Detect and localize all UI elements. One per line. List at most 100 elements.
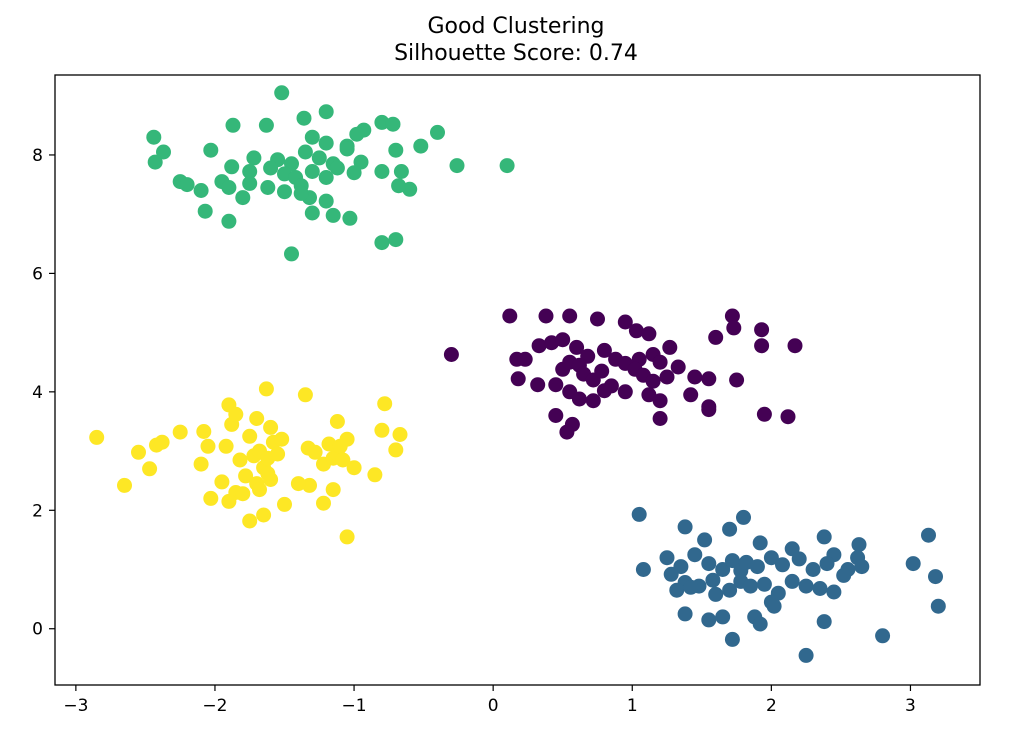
data-point-cluster-4-30 (297, 387, 313, 403)
x-tick-label: 1 (627, 696, 638, 716)
data-point-cluster-2-30 (635, 562, 651, 577)
data-point-cluster-4-60 (249, 411, 265, 426)
data-point-cluster-1-7 (641, 326, 657, 342)
data-point-cluster-4-56 (221, 493, 237, 509)
data-point-cluster-1-8 (724, 308, 740, 324)
data-point-cluster-4-53 (242, 513, 258, 529)
data-point-cluster-3-1 (274, 85, 290, 101)
data-point-cluster-4-2 (117, 477, 132, 493)
data-point-cluster-1-9 (726, 320, 742, 336)
data-point-cluster-1-19 (555, 332, 571, 348)
data-point-cluster-4-41 (316, 495, 331, 511)
data-point-cluster-3-56 (197, 203, 213, 219)
data-point-cluster-4-42 (325, 482, 341, 498)
data-point-cluster-4-26 (270, 446, 286, 462)
data-point-cluster-3-29 (147, 154, 163, 170)
data-point-cluster-1-50 (585, 393, 601, 409)
data-point-cluster-2-45 (928, 569, 943, 585)
data-point-cluster-2-23 (791, 551, 807, 567)
data-point-cluster-1-28 (662, 339, 678, 355)
x-tick-label: −3 (63, 696, 88, 716)
data-point-cluster-3-10 (349, 126, 365, 142)
data-point-cluster-4-3 (131, 444, 146, 460)
data-point-cluster-3-59 (342, 210, 358, 226)
data-point-cluster-2-60 (875, 628, 891, 644)
data-point-cluster-4-49 (367, 467, 383, 483)
data-point-cluster-3-50 (318, 193, 334, 209)
data-point-cluster-3-6 (258, 117, 274, 133)
data-point-cluster-4-12 (218, 438, 234, 454)
data-point-cluster-4-52 (256, 507, 272, 523)
data-point-cluster-4-11 (203, 490, 219, 506)
data-point-cluster-4-9 (196, 424, 212, 439)
data-point-cluster-4-46 (377, 396, 393, 412)
data-point-cluster-4-51 (290, 476, 306, 492)
data-point-cluster-4-32 (307, 444, 323, 460)
data-point-cluster-3-40 (393, 164, 409, 179)
data-point-cluster-1-47 (548, 377, 564, 393)
data-point-cluster-2-17 (724, 553, 740, 569)
data-point-cluster-2-56 (752, 616, 768, 632)
data-point-cluster-4-27 (274, 431, 290, 447)
data-point-cluster-4-40 (329, 414, 345, 429)
data-point-cluster-2-16 (715, 562, 731, 577)
data-point-cluster-4-55 (260, 466, 276, 482)
data-point-cluster-1-40 (594, 363, 610, 379)
data-point-cluster-3-36 (318, 170, 334, 185)
data-point-cluster-1-2 (538, 308, 554, 324)
data-point-cluster-1-11 (754, 338, 770, 354)
data-point-cluster-3-26 (413, 138, 429, 154)
data-point-cluster-1-45 (645, 373, 661, 389)
data-point-cluster-3-44 (221, 180, 237, 195)
data-point-cluster-1-46 (659, 369, 675, 385)
data-point-cluster-1-42 (617, 384, 633, 400)
data-point-cluster-3-25 (388, 142, 404, 158)
data-point-cluster-3-11 (146, 129, 162, 145)
data-point-cluster-1-60 (559, 424, 575, 440)
data-point-cluster-2-38 (756, 576, 772, 592)
chart-title: Good Clustering (427, 14, 604, 39)
data-point-cluster-1-4 (590, 311, 605, 327)
data-point-cluster-1-30 (687, 369, 703, 385)
data-point-cluster-2-41 (798, 578, 814, 594)
y-tick-label: 6 (32, 264, 43, 284)
data-point-cluster-4-48 (392, 427, 408, 442)
data-point-cluster-3-62 (388, 232, 404, 248)
data-point-cluster-3-38 (346, 165, 362, 181)
data-point-cluster-2-8 (816, 529, 832, 545)
data-point-cluster-3-42 (179, 177, 195, 193)
x-tick-label: 0 (488, 696, 499, 716)
data-point-cluster-1-52 (641, 387, 657, 403)
data-point-cluster-4-61 (263, 419, 279, 435)
data-point-cluster-2-4 (722, 521, 738, 537)
data-point-cluster-1-61 (652, 411, 668, 426)
data-point-cluster-4-45 (374, 422, 390, 438)
data-point-cluster-4-10 (200, 438, 216, 454)
y-tick-label: 4 (32, 383, 43, 403)
data-point-cluster-2-42 (812, 581, 828, 596)
data-point-cluster-3-46 (260, 180, 276, 195)
data-point-cluster-1-27 (652, 354, 668, 370)
data-point-cluster-3-52 (235, 190, 251, 206)
data-point-cluster-3-9 (430, 124, 445, 140)
data-point-cluster-4-4 (142, 461, 158, 477)
data-point-cluster-3-61 (374, 235, 390, 251)
data-point-cluster-3-24 (353, 154, 369, 170)
data-point-cluster-2-12 (659, 550, 675, 566)
x-tick-label: −2 (202, 696, 227, 716)
data-point-cluster-3-57 (304, 205, 320, 221)
data-point-cluster-4-38 (339, 431, 355, 447)
data-point-cluster-4-18 (242, 428, 258, 444)
data-point-cluster-4-34 (321, 436, 337, 452)
data-point-cluster-2-58 (724, 631, 740, 647)
data-point-cluster-2-54 (715, 609, 731, 625)
data-point-cluster-2-11 (921, 527, 936, 543)
data-point-cluster-3-55 (391, 178, 407, 194)
data-point-cluster-4-47 (388, 442, 404, 458)
data-point-cluster-2-6 (752, 535, 768, 551)
data-point-cluster-3-63 (284, 246, 299, 262)
data-point-cluster-4-39 (335, 452, 351, 468)
data-point-cluster-2-24 (805, 562, 821, 577)
data-point-cluster-3-51 (193, 183, 209, 198)
data-point-cluster-2-5 (736, 509, 751, 525)
